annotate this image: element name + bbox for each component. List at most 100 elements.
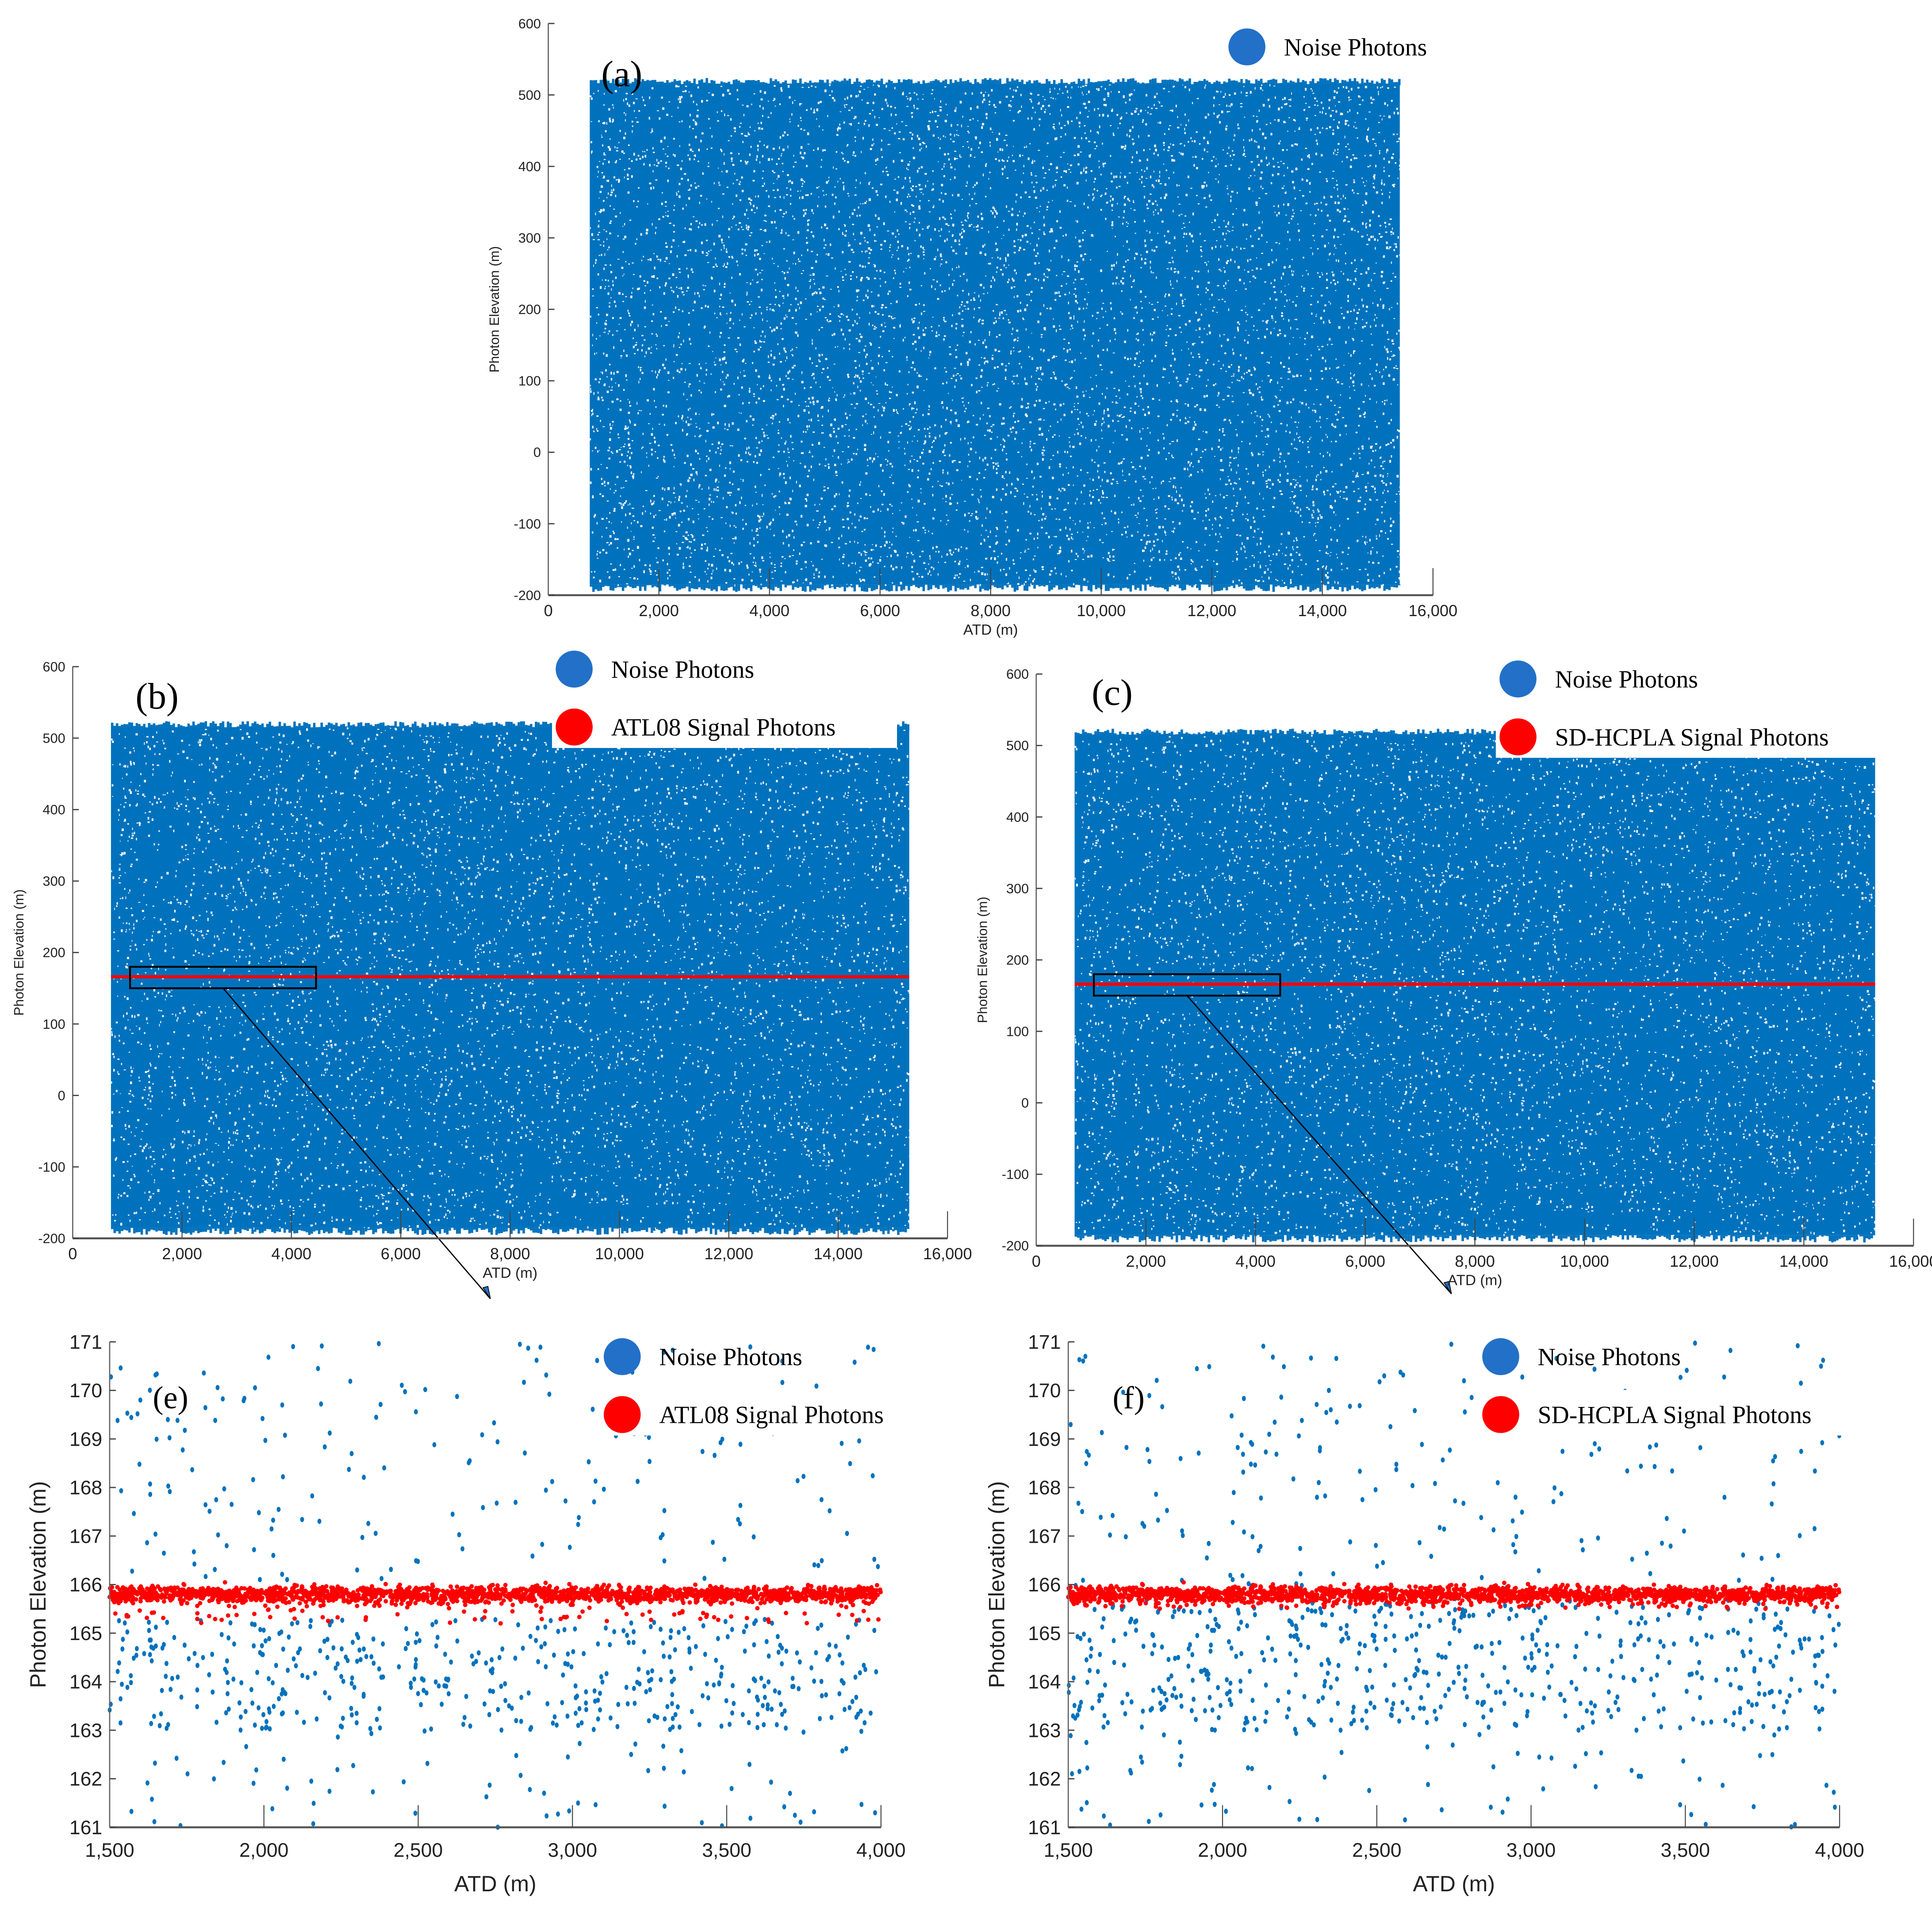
- legend: Noise Photons SD-HCPLA Signal Photons: [1478, 1338, 1864, 1436]
- y-tick-label: -200: [38, 1231, 65, 1246]
- y-tick-label: 200: [1006, 953, 1029, 968]
- y-tick-label: 600: [43, 659, 65, 675]
- x-tick-label: 8,000: [1455, 1252, 1495, 1270]
- x-tick-label: 1,500: [85, 1840, 134, 1861]
- x-tick-label: 2,000: [1198, 1840, 1247, 1861]
- y-tick-label: 161: [1028, 1817, 1061, 1839]
- y-tick-label: 166: [69, 1574, 102, 1596]
- x-tick-label: 8,000: [490, 1245, 530, 1263]
- x-tick-label: 10,000: [595, 1245, 644, 1263]
- zoom-arrow: [1186, 995, 1452, 1295]
- x-tick-label: 6,000: [860, 602, 900, 620]
- x-tick-label: 1,500: [1043, 1840, 1093, 1861]
- legend-label: ATL08 Signal Photons: [659, 1402, 884, 1429]
- chart-panel-e: 161 162 163 164 165 166 167 168 169 170 171 1,500 2,…: [26, 1331, 945, 1896]
- y-tick-label: 500: [518, 88, 541, 103]
- y-tick-label: -100: [1002, 1167, 1029, 1182]
- x-tick-label: 2,000: [239, 1840, 289, 1861]
- y-tick-label: 600: [1006, 667, 1029, 682]
- x-tick-label: 4,000: [272, 1245, 312, 1263]
- x-tick-label: 14,000: [1298, 602, 1347, 620]
- y-tick-label: 161: [69, 1817, 102, 1839]
- x-axis-label: ATD (m): [454, 1871, 537, 1896]
- y-tick-label: 300: [1006, 881, 1029, 896]
- x-axis-label: ATD (m): [963, 622, 1018, 638]
- y-tick-label: 171: [1028, 1331, 1061, 1353]
- legend-label: Noise Photons: [1538, 1344, 1681, 1371]
- x-tick-label: 8,000: [970, 602, 1011, 620]
- x-tick-label: 6,000: [381, 1245, 421, 1263]
- axes: -200 -100 0 100 200 300 400 500 600 0 2,000 4,000 6,…: [975, 667, 1932, 1289]
- y-axis-label: Photon Elevation (m): [984, 1481, 1009, 1688]
- signal-band: [1066, 1580, 1842, 1611]
- legend-signal-icon: [1499, 718, 1537, 755]
- y-tick-label: 162: [1028, 1768, 1061, 1790]
- chart-panel-c: -200 -100 0 100 200 300 400 500 600 0 2,000 4,000 6,…: [975, 660, 1932, 1295]
- legend-noise-icon: [1228, 28, 1265, 65]
- y-tick-label: 200: [518, 302, 541, 317]
- y-tick-label: 165: [69, 1623, 102, 1644]
- y-tick-label: 166: [1028, 1574, 1061, 1596]
- scatter-points: [107, 1341, 883, 1830]
- y-tick-label: -200: [514, 588, 541, 603]
- panel-label: (a): [601, 54, 642, 95]
- x-tick-label: 3,500: [702, 1840, 751, 1861]
- x-axis-label: ATD (m): [1448, 1273, 1503, 1289]
- x-tick-label: 12,000: [704, 1245, 753, 1263]
- scatter-points: [590, 78, 1402, 592]
- chart-panel-b: -200 -100 0 100 200 300 400 500 600 0 2,000 4,000 6,…: [12, 651, 972, 1299]
- x-tick-label: 2,000: [1126, 1252, 1166, 1270]
- y-tick-label: 500: [1006, 738, 1029, 753]
- scatter-points: [111, 721, 911, 1235]
- x-tick-label: 2,000: [162, 1245, 202, 1263]
- legend: Noise Photons: [1228, 28, 1427, 65]
- y-tick-label: 600: [518, 16, 541, 31]
- zoom-arrow: [222, 988, 491, 1299]
- legend-noise-icon: [604, 1338, 641, 1375]
- x-tick-label: 16,000: [923, 1245, 972, 1263]
- panel-label: (f): [1112, 1380, 1144, 1415]
- y-tick-label: 300: [43, 874, 65, 889]
- y-tick-label: 0: [58, 1088, 65, 1103]
- x-tick-label: 14,000: [814, 1245, 863, 1263]
- legend-signal-icon: [604, 1396, 641, 1433]
- legend-label: SD-HCPLA Signal Photons: [1538, 1402, 1812, 1429]
- y-tick-label: 168: [69, 1477, 102, 1499]
- y-tick-label: 163: [69, 1720, 102, 1741]
- x-tick-label: 3,000: [1506, 1840, 1556, 1861]
- chart-panel-f: 161 162 163 164 165 166 167 168 169 170 171 1,500 2,…: [984, 1331, 1864, 1896]
- y-tick-label: 170: [69, 1380, 102, 1402]
- y-tick-label: 0: [533, 445, 541, 460]
- x-tick-label: 0: [544, 602, 553, 620]
- y-tick-label: 0: [1021, 1096, 1029, 1111]
- scatter-points: [1074, 728, 1877, 1242]
- y-tick-label: 171: [69, 1331, 102, 1353]
- panel-label: (b): [135, 676, 178, 717]
- x-tick-label: 16,000: [1408, 602, 1457, 620]
- legend-noise-icon: [1499, 660, 1537, 698]
- x-tick-label: 12,000: [1187, 602, 1236, 620]
- x-axis-label: ATD (m): [483, 1265, 537, 1281]
- x-tick-label: 2,500: [394, 1840, 443, 1861]
- panel-label: (c): [1092, 673, 1133, 713]
- chart-panel-a: -200 -100 0 100 200 300 400 500 600 0 2,000 4,000 6,…: [487, 16, 1457, 638]
- legend-signal-icon: [556, 708, 593, 746]
- y-tick-label: 100: [43, 1017, 65, 1032]
- y-axis-label: Photon Elevation (m): [12, 889, 27, 1016]
- legend-label: Noise Photons: [1555, 666, 1698, 694]
- legend-label: Noise Photons: [659, 1344, 802, 1371]
- x-tick-label: 3,000: [548, 1840, 597, 1861]
- axes: 161 162 163 164 165 166 167 168 169 170 171 1,500 2,…: [984, 1331, 1864, 1896]
- y-tick-label: 400: [518, 159, 541, 174]
- x-tick-label: 2,000: [639, 602, 679, 620]
- x-tick-label: 14,000: [1779, 1252, 1828, 1270]
- x-tick-label: 0: [68, 1245, 77, 1263]
- legend: Noise Photons SD-HCPLA Signal Photons: [1495, 660, 1882, 758]
- y-tick-label: 167: [69, 1526, 102, 1547]
- y-tick-label: 300: [518, 231, 541, 246]
- x-tick-label: 10,000: [1560, 1252, 1609, 1270]
- x-tick-label: 6,000: [1345, 1252, 1385, 1270]
- legend-label: Noise Photons: [611, 656, 754, 683]
- arrow-head-icon: [482, 1286, 491, 1299]
